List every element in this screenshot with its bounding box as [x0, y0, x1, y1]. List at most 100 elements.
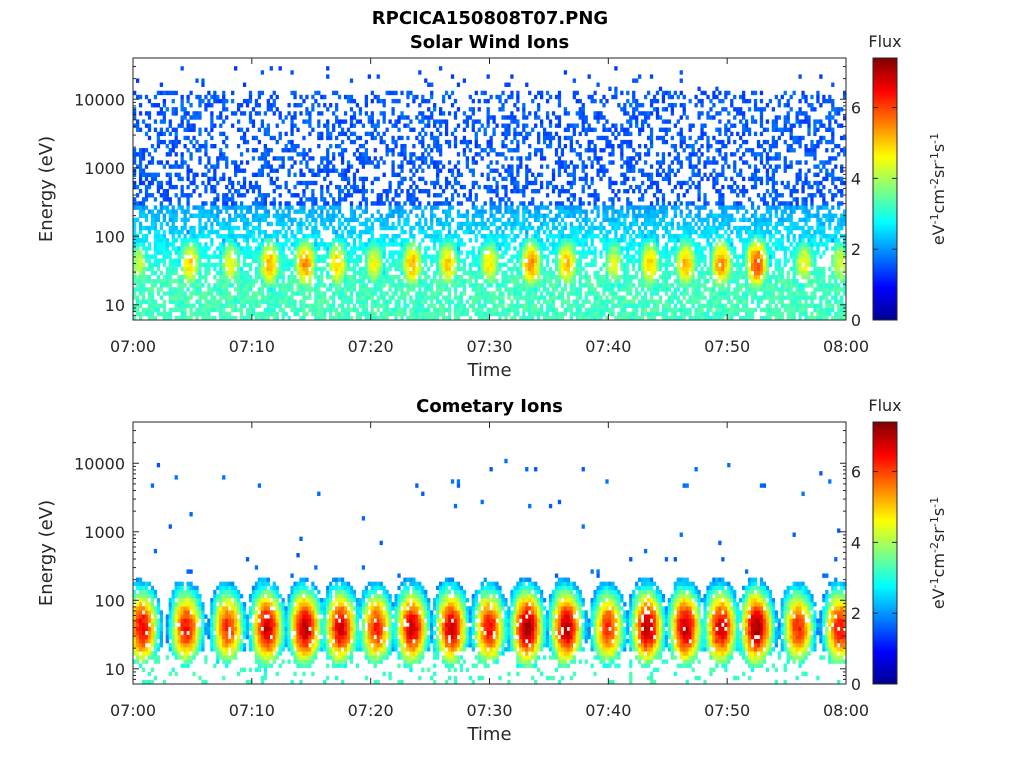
- heatmap-cell: [447, 287, 452, 292]
- heatmap-cell: [670, 307, 674, 313]
- heatmap-cell: [394, 287, 398, 292]
- heatmap-cell: [721, 201, 725, 206]
- heatmap-cell: [367, 291, 371, 296]
- heatmap-cell: [703, 254, 707, 259]
- heatmap-cell: [596, 311, 600, 317]
- heatmap-cell: [528, 270, 532, 276]
- heatmap-cell: [189, 279, 193, 284]
- heatmap-cell: [213, 283, 217, 288]
- heatmap-cell: [272, 250, 276, 255]
- heatmap-cell: [439, 270, 443, 276]
- heatmap-cell: [587, 287, 591, 292]
- heatmap-cell: [382, 295, 386, 300]
- heatmap-cell: [388, 287, 392, 292]
- heatmap-cell: [652, 287, 657, 292]
- heatmap-cell: [673, 213, 677, 218]
- heatmap-cell: [421, 307, 425, 313]
- heatmap-cell: [287, 295, 291, 300]
- heatmap-cell: [623, 295, 627, 300]
- heatmap-cell: [391, 295, 395, 300]
- heatmap-cell: [709, 234, 713, 239]
- heatmap-cell: [492, 303, 496, 309]
- heatmap-cell: [489, 209, 493, 214]
- heatmap-cell: [768, 307, 773, 313]
- heatmap-cell: [753, 283, 758, 288]
- heatmap-cell: [587, 201, 591, 206]
- heatmap-cell: [834, 270, 838, 276]
- heatmap-cell: [320, 307, 324, 313]
- heatmap-cell: [620, 221, 624, 227]
- heatmap-cell: [257, 254, 262, 259]
- heatmap-cell: [326, 303, 330, 309]
- heatmap-cell: [715, 315, 719, 321]
- heatmap-cell: [492, 299, 496, 304]
- heatmap-cell: [320, 283, 324, 288]
- heatmap-cell: [198, 283, 202, 288]
- heatmap-cell: [373, 274, 377, 280]
- heatmap-cell: [649, 221, 654, 227]
- heatmap-cell: [843, 315, 847, 321]
- heatmap-cell: [192, 205, 196, 210]
- heatmap-cell: [792, 299, 796, 304]
- heatmap-cell: [605, 295, 609, 300]
- heatmap-cell: [804, 201, 808, 206]
- heatmap-cell: [525, 291, 529, 296]
- heatmap-cell: [548, 303, 553, 309]
- heatmap-cell: [293, 254, 297, 259]
- heatmap-cell: [792, 307, 796, 313]
- heatmap-cell: [444, 270, 449, 276]
- heatmap-cell: [231, 307, 235, 313]
- heatmap-cell: [474, 299, 478, 304]
- heatmap-cell: [649, 266, 654, 272]
- heatmap-cell: [608, 250, 612, 255]
- heatmap-cell: [501, 283, 505, 288]
- heatmap-cell: [629, 225, 633, 231]
- heatmap-cell: [441, 221, 446, 227]
- heatmap-cell: [516, 213, 520, 218]
- heatmap-cell: [840, 225, 844, 231]
- heatmap-cell: [694, 287, 698, 292]
- heatmap-cell: [245, 291, 250, 296]
- heatmap-cell: [718, 205, 722, 210]
- heatmap-cell: [311, 209, 315, 214]
- heatmap-cell: [560, 287, 565, 292]
- heatmap-cell: [465, 250, 469, 255]
- heatmap-cell: [477, 229, 481, 235]
- heatmap-cell: [326, 287, 330, 292]
- heatmap-cell: [632, 283, 636, 288]
- heatmap-cell: [436, 262, 440, 268]
- heatmap-cell: [165, 283, 169, 288]
- heatmap-cell: [337, 303, 342, 309]
- heatmap-cell: [736, 311, 740, 317]
- heatmap-cell: [278, 254, 282, 259]
- heatmap-cell: [646, 221, 651, 227]
- heatmap-cell: [519, 250, 523, 255]
- heatmap-cell: [655, 307, 660, 313]
- heatmap-cell: [617, 221, 621, 227]
- heatmap-cell: [724, 254, 728, 259]
- heatmap-cell: [308, 287, 312, 292]
- heatmap-cell: [281, 315, 285, 321]
- heatmap-cell: [189, 246, 193, 251]
- heatmap-cell: [777, 242, 781, 247]
- heatmap-cell: [646, 315, 651, 321]
- heatmap-cell: [635, 287, 639, 292]
- heatmap-cell: [358, 274, 363, 280]
- heatmap-cell: [436, 291, 440, 296]
- heatmap-cell: [765, 311, 770, 317]
- heatmap-cell: [483, 299, 487, 304]
- heatmap-cell: [664, 213, 669, 218]
- heatmap-cell: [409, 283, 413, 288]
- heatmap-cell: [771, 311, 775, 317]
- heatmap-cell: [361, 229, 366, 235]
- heatmap-cell: [266, 279, 270, 284]
- heatmap-cell: [400, 225, 404, 231]
- heatmap-cell: [819, 303, 823, 309]
- heatmap-cell: [557, 213, 562, 218]
- heatmap-cell: [807, 274, 811, 280]
- heatmap-cell: [661, 254, 666, 259]
- heatmap-cell: [750, 254, 755, 259]
- heatmap-cell: [326, 217, 330, 223]
- heatmap-cell: [337, 209, 342, 214]
- heatmap-cell: [269, 258, 273, 263]
